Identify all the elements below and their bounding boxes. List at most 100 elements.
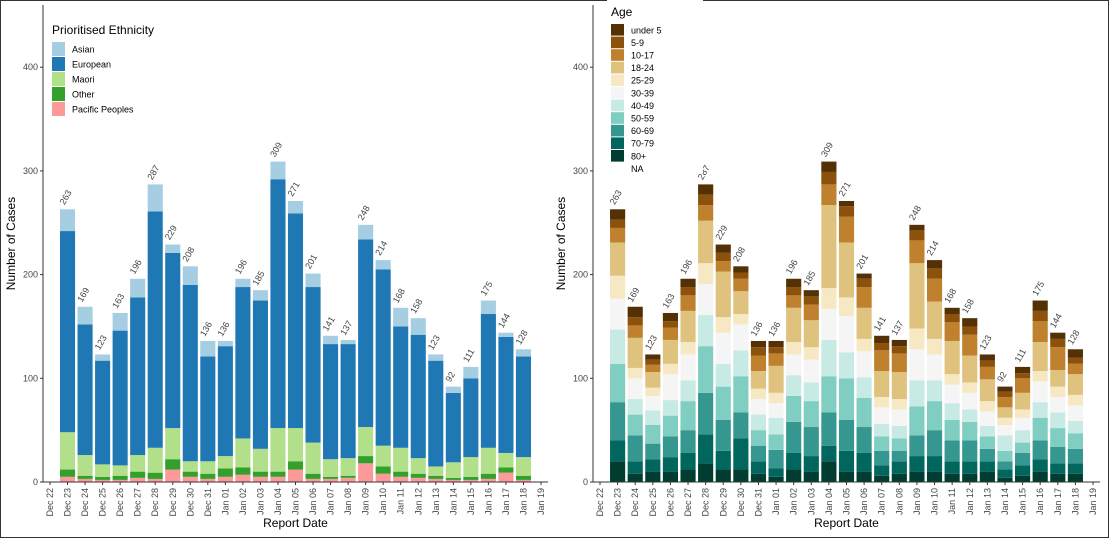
legend-swatch	[611, 162, 624, 175]
bar-segment	[821, 376, 837, 413]
bar-segment	[498, 467, 514, 473]
bar-segment	[217, 456, 233, 469]
bar-segment	[803, 304, 819, 321]
bar-segment	[680, 342, 696, 355]
bar-segment	[786, 375, 802, 396]
bar-segment	[375, 269, 391, 446]
bar-segment	[821, 171, 837, 185]
bar-segment	[926, 301, 943, 339]
bar-segment	[944, 384, 960, 404]
bar-segment	[182, 284, 198, 462]
x-tick-label: Jan 02	[238, 488, 248, 515]
bar-segment	[463, 476, 479, 480]
bar-segment	[375, 445, 391, 467]
bar-segment	[838, 471, 855, 482]
bar-segment	[270, 179, 286, 429]
bar-segment	[610, 440, 626, 462]
bar-segment	[926, 260, 943, 269]
bar-segment	[627, 461, 643, 474]
bar-segment	[803, 471, 819, 482]
bar-segment	[715, 332, 731, 364]
bar-segment	[944, 314, 960, 323]
legend-label: 30-39	[631, 88, 654, 98]
x-tick-label: Jan 11	[947, 488, 957, 514]
bar-segment	[733, 376, 749, 413]
bar-segment	[891, 339, 907, 347]
bar-segment	[979, 411, 995, 427]
bar-segment	[95, 360, 111, 465]
bar-segment	[498, 336, 514, 453]
bar-segment	[750, 340, 767, 348]
legend-label: Maori	[72, 75, 95, 85]
x-tick-label: Jan 03	[255, 488, 265, 515]
x-tick-label: Jan 01	[220, 488, 230, 515]
bar-segment	[77, 475, 93, 479]
bar-segment	[926, 354, 943, 381]
y-tick-label: 400	[573, 62, 588, 72]
bar-segment	[856, 351, 872, 378]
bar-segment	[1067, 433, 1083, 449]
legend-label: 40-49	[631, 101, 654, 111]
bar-segment	[1032, 459, 1048, 472]
bar-segment	[838, 316, 855, 353]
bar-segment	[680, 380, 696, 402]
bar-segment	[821, 445, 837, 462]
bar-segment	[428, 354, 444, 361]
x-tick-label: Jan 19	[1088, 488, 1098, 515]
x-tick-label: Dec 30	[736, 488, 746, 517]
x-tick-label: Jan 08	[894, 488, 904, 515]
bar-segment	[410, 473, 426, 478]
bar-segment	[95, 479, 111, 482]
bar-segment	[645, 410, 661, 425]
x-tick-label: Dec 28	[150, 488, 160, 517]
bar-segment	[909, 230, 925, 241]
bar-segment	[1032, 371, 1048, 382]
bar-segment	[768, 468, 784, 477]
bar-segment	[715, 271, 731, 318]
bar-segment	[680, 310, 696, 343]
bar-segment	[786, 307, 802, 343]
bar-segment	[768, 347, 784, 354]
bar-segment	[59, 231, 76, 433]
bar-segment	[909, 406, 925, 436]
legend-swatch	[611, 137, 624, 149]
bar-segment	[979, 426, 995, 437]
bar-segment	[200, 461, 216, 474]
bar-segment	[750, 371, 767, 389]
bar-segment	[733, 350, 749, 377]
bar-segment	[59, 469, 76, 477]
bar-segment	[768, 365, 784, 393]
bar-segment	[252, 476, 268, 482]
bar-segment	[627, 367, 643, 379]
bar-segment	[733, 291, 749, 315]
bar-segment	[750, 414, 767, 431]
bar-segment	[874, 371, 890, 397]
bar-segment	[962, 355, 978, 383]
bar-segment	[252, 290, 268, 301]
bar-segment	[77, 478, 93, 482]
x-tick-label: Jan 10	[378, 488, 388, 515]
bar-segment	[498, 332, 514, 337]
bar-segment	[926, 430, 943, 457]
bar-segment	[979, 379, 995, 402]
bar-segment	[786, 342, 802, 355]
bar-segment	[733, 469, 749, 482]
bar-segment	[1032, 310, 1048, 322]
x-tick-label: Jan 13	[982, 488, 992, 515]
x-tick-label: Jan 18	[518, 488, 528, 515]
x-tick-label: Dec 26	[115, 488, 125, 517]
bar-segment	[944, 461, 960, 474]
bar-segment	[515, 479, 532, 482]
bar-segment	[926, 268, 943, 279]
bar-segment	[698, 263, 714, 284]
legend-swatch	[611, 87, 624, 99]
bar-segment	[891, 426, 907, 439]
y-tick-label: 200	[573, 270, 588, 280]
bar-segment	[680, 354, 696, 381]
bar-segment	[610, 242, 626, 276]
bar-segment	[962, 473, 978, 482]
x-tick-label: Jan 17	[1053, 488, 1063, 515]
bar-segment	[130, 455, 146, 472]
bar-segment	[750, 347, 767, 356]
bar-segment	[59, 476, 76, 482]
